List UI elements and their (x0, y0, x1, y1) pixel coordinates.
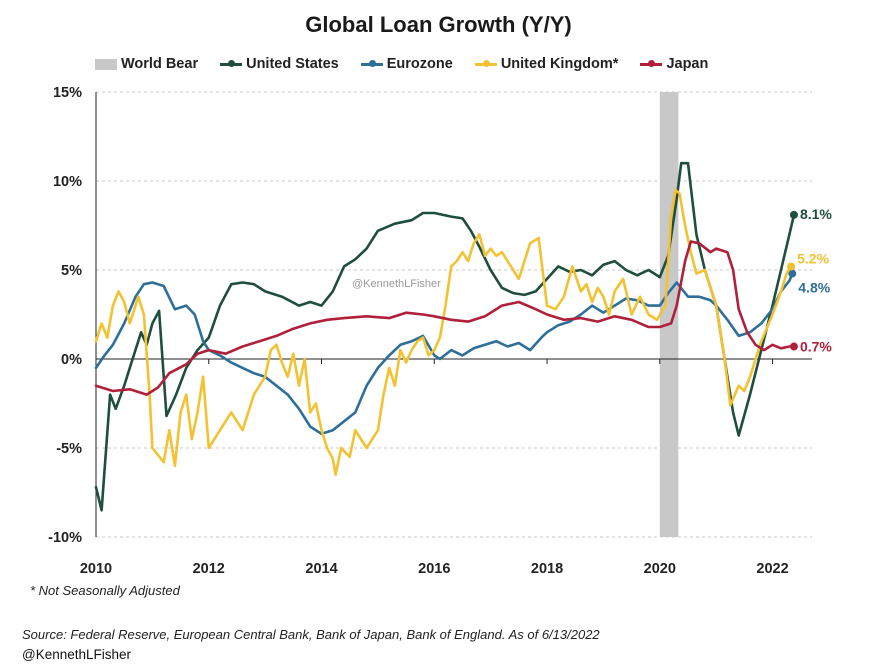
x-tick-label: 2022 (756, 561, 788, 577)
x-tick-label: 2018 (531, 561, 563, 577)
footnote: * Not Seasonally Adjusted (30, 583, 180, 598)
gridlines (96, 91, 812, 538)
series-line-japan (94, 240, 796, 396)
series-lines (94, 161, 798, 512)
legend-label-world-bear: World Bear (121, 56, 199, 72)
legend-eurozone: Eurozone (360, 56, 453, 72)
legend-world-bear: World Bear (95, 56, 198, 72)
x-tick-label: 2020 (644, 561, 676, 577)
legend-japan: Japan (640, 56, 708, 72)
end-point-eurozone (788, 269, 797, 278)
end-point-japan (789, 342, 798, 351)
shaded-regions (659, 92, 679, 537)
series-line-eurozone (94, 272, 794, 436)
end-label-japan: 0.7% (800, 339, 832, 355)
y-tick-label: -5% (56, 441, 82, 457)
series-line-united-kingdom (94, 188, 793, 476)
series-line-united-states (94, 161, 796, 512)
x-tick-label: 2014 (305, 561, 337, 577)
y-tick-label: 0% (61, 352, 82, 368)
end-label-united-states: 8.1% (800, 206, 832, 222)
legend-label-united-kingdom: United Kingdom* (500, 56, 619, 72)
x-tick-label: 2016 (418, 561, 450, 577)
x-tick-label: 2010 (80, 561, 112, 577)
chart-title: Global Loan Growth (Y/Y) (305, 12, 572, 37)
author-handle: @KennethLFisher (22, 647, 132, 662)
eurozone-swatch (360, 60, 383, 67)
end-point-united-states (789, 210, 798, 219)
united-kingdom-swatch (474, 60, 497, 67)
watermark: @KennethLFisher (352, 278, 441, 290)
y-tick-label: -10% (48, 530, 82, 546)
end-label-united-kingdom: 5.2% (797, 250, 829, 266)
y-tick-label: 10% (53, 174, 82, 190)
end-label-eurozone: 4.8% (798, 280, 830, 296)
legend-label-japan: Japan (666, 56, 709, 72)
axes: 15% 10% 5% 0% -5% -10% 2010 2012 2014 2016 2018 202… (48, 85, 812, 577)
world-bear-band (659, 92, 679, 537)
source-note: Source: Federal Reserve, European Centra… (22, 627, 600, 642)
legend-label-united-states: United States (246, 56, 339, 72)
chart-legend: World Bear United States Eurozone United… (95, 54, 708, 74)
japan-swatch (640, 60, 663, 67)
x-tick-label: 2012 (193, 561, 225, 577)
end-labels: 8.1% 4.8% 5.2% 0.7% (797, 206, 832, 355)
united-states-swatch (220, 60, 243, 67)
world-bear-swatch (95, 58, 117, 70)
legend-label-eurozone: Eurozone (386, 56, 453, 72)
legend-united-states: United States (220, 56, 339, 72)
y-tick-label: 15% (53, 85, 82, 101)
end-point-united-kingdom (787, 262, 796, 271)
legend-united-kingdom: United Kingdom* (474, 56, 619, 72)
y-tick-label: 5% (61, 263, 82, 279)
